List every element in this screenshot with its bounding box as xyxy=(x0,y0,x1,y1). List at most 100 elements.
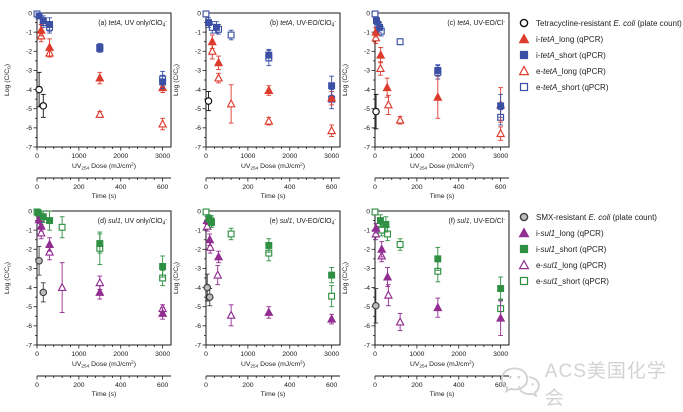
data-point xyxy=(39,288,48,297)
y-tick-label: -3 xyxy=(195,266,201,273)
x-tick-label: 0 xyxy=(373,153,377,160)
x-tick-label: 2000 xyxy=(451,153,466,160)
data-point xyxy=(328,271,336,279)
data-point xyxy=(57,282,67,292)
x-tick-label: 1000 xyxy=(71,153,86,160)
legend-item: i-sul1_short (qPCR) xyxy=(518,241,657,257)
y-axis-title: Log (C/C0) xyxy=(173,64,181,96)
y-tick-label: -3 xyxy=(364,266,370,273)
panel-a: 0 -1 -2 -3 -4 -5 -6 -7 0 1000 2000 3000 0 200 400 600 UV… xyxy=(0,0,172,200)
y-tick-label: -7 xyxy=(195,144,201,151)
data-point xyxy=(226,98,236,108)
data-point xyxy=(371,208,379,216)
x-tick-label: 3000 xyxy=(324,153,339,160)
time-tick-label: 600 xyxy=(495,382,507,389)
legend-label: i-tetA_long (qPCR) xyxy=(536,34,604,44)
y-tick-label: -2 xyxy=(26,247,32,254)
triangle-open-icon xyxy=(518,259,530,270)
data-point xyxy=(212,23,220,31)
data-point xyxy=(213,269,223,279)
data-point xyxy=(95,72,105,82)
data-point xyxy=(214,72,224,82)
y-tick-label: -6 xyxy=(195,323,201,330)
axis-ticks xyxy=(33,12,164,182)
data-point xyxy=(372,301,380,310)
data-point xyxy=(36,25,46,34)
data-point xyxy=(158,308,168,317)
data-point xyxy=(382,82,392,92)
data-point xyxy=(207,36,217,46)
x-tick-label: 2000 xyxy=(282,351,297,358)
square-filled-icon xyxy=(519,50,529,60)
data-point xyxy=(497,285,505,293)
y-tick-label: -6 xyxy=(364,125,370,132)
data-point xyxy=(96,240,104,248)
data-point xyxy=(96,44,104,52)
data-point xyxy=(433,302,443,312)
data-point xyxy=(58,223,66,231)
x-axis-title: UV254 Dose (mJ/cm2) xyxy=(72,360,136,369)
data-point xyxy=(434,255,442,263)
x-tick-label: 1000 xyxy=(409,351,424,358)
data-point xyxy=(395,316,405,326)
y-tick-label: 0 xyxy=(197,208,201,215)
data-point xyxy=(95,277,105,287)
y-tick-label: 0 xyxy=(28,208,32,215)
plot-frame xyxy=(205,210,341,346)
panel-title: (c) tetA, UV-EO/Cl- xyxy=(447,19,505,27)
legend-item: e-tetA_long (qPCR) xyxy=(518,63,682,79)
series-e-tetA_long xyxy=(207,43,337,137)
series-tetracycline-resistant-e-coli-plate-count xyxy=(35,71,48,118)
legend-item: e-tetA_short (qPCR) xyxy=(518,79,682,95)
plot-frame xyxy=(205,12,341,148)
y-tick-label: -7 xyxy=(364,342,370,349)
data-point xyxy=(371,228,381,238)
time-tick-label: 600 xyxy=(326,382,338,389)
series-tetracycline-resistant-e-coli-plate-count xyxy=(372,93,380,130)
data-point xyxy=(39,17,47,25)
data-point xyxy=(227,31,235,39)
legend-label: e-tetA_long (qPCR) xyxy=(536,66,606,76)
panel-title: (e) sul1, UV-EO/ClO4- xyxy=(269,217,336,227)
series-tetracycline-resistant-e-coli-plate-count xyxy=(204,91,213,112)
data-point xyxy=(396,38,404,46)
y-tick-label: -6 xyxy=(26,323,32,330)
data-point xyxy=(497,102,505,110)
data-point xyxy=(35,85,43,94)
y-tick-label: -4 xyxy=(364,87,370,94)
data-point xyxy=(202,10,210,18)
time-tick-label: 600 xyxy=(326,184,338,191)
y-tick-label: 0 xyxy=(366,208,370,215)
y-axis-title: Log (C/C0) xyxy=(342,262,350,294)
time-axis-title: Time (s) xyxy=(430,193,455,200)
data-point xyxy=(396,241,404,248)
y-tick-label: 0 xyxy=(366,10,370,17)
legend-tetA: Tetracycline-resistant E. coli (plate co… xyxy=(518,15,682,95)
legend-item: Tetracycline-resistant E. coli (plate co… xyxy=(518,15,682,31)
legend-sul1: SMX-resistant E. coli (plate count) i-sul… xyxy=(518,209,657,289)
data-point xyxy=(264,116,274,125)
x-tick-label: 3000 xyxy=(155,153,170,160)
y-tick-label: -2 xyxy=(364,247,370,254)
y-axis-title: Log (C/C0) xyxy=(4,64,12,96)
time-tick-label: 400 xyxy=(284,382,296,389)
legend-label: i-tetA_short (qPCR) xyxy=(536,50,606,60)
data-point xyxy=(158,118,168,128)
y-tick-label: -3 xyxy=(364,68,370,75)
triangle-filled-icon xyxy=(518,227,530,238)
legend-label: SMX-resistant E. coli (plate count) xyxy=(536,212,657,222)
y-tick-label: -4 xyxy=(364,285,370,292)
data-point xyxy=(383,290,393,299)
panel-title: (b) tetA, UV-EO/ClO4- xyxy=(270,19,336,29)
data-point xyxy=(375,63,385,72)
panel-title: (d) sul1, UV only/ClO4- xyxy=(98,217,168,227)
triangle-filled-icon xyxy=(518,33,530,44)
x-tick-label: 2000 xyxy=(451,351,466,358)
data-point xyxy=(35,12,43,20)
